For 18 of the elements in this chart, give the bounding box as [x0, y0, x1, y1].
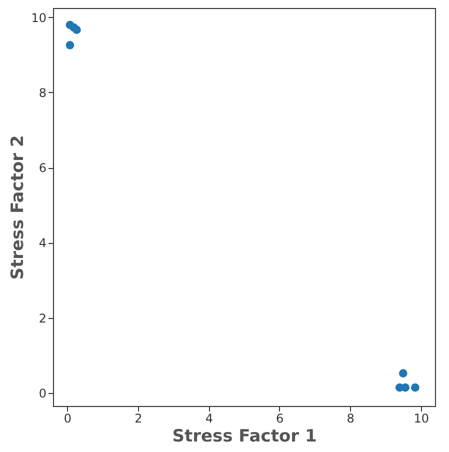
y-tick-label: 8 — [38, 86, 46, 100]
point — [66, 40, 74, 50]
x-tick-label: 4 — [205, 412, 213, 426]
x-tick-label: 8 — [346, 412, 354, 426]
x-axis-title: Stress Factor 1 — [172, 426, 317, 446]
x-tick-label: 10 — [414, 412, 429, 426]
y-tick-label: 4 — [38, 236, 46, 250]
y-tick-label: 10 — [31, 10, 46, 25]
point — [398, 369, 408, 378]
x-tick-label: 0 — [64, 412, 72, 426]
x-tick-label: 6 — [276, 412, 284, 426]
y-tick-label: 6 — [38, 161, 46, 176]
y-tick-label: 2 — [38, 311, 46, 326]
point — [72, 26, 81, 34]
x-tick-label: 2 — [134, 412, 142, 426]
point — [411, 383, 420, 392]
y-axis-title: Stress Factor 2 — [8, 135, 28, 280]
y-tick-label: 0 — [38, 386, 46, 400]
